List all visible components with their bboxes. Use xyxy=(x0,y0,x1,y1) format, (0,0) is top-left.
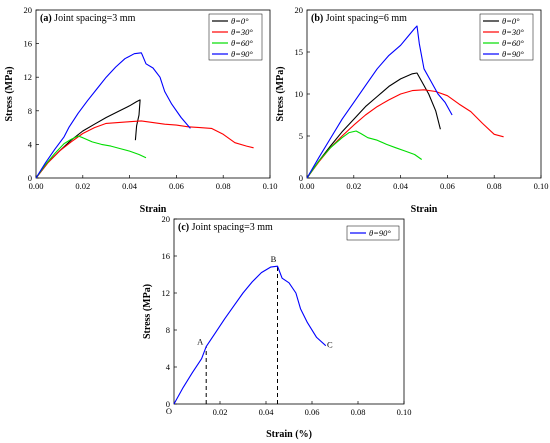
y-axis-label: Stress (MPa) xyxy=(142,284,153,339)
series-line-3 xyxy=(35,52,191,179)
y-tick-label: 20 xyxy=(295,5,304,15)
y-axis-label: Stress (MPa) xyxy=(4,66,15,121)
x-tick-label: 0.04 xyxy=(393,181,409,191)
x-tick-label: 0.08 xyxy=(351,407,366,417)
x-tick-label: 0.08 xyxy=(216,181,231,191)
panel-title: (b) Joint spacing=6 mm xyxy=(311,13,407,24)
y-tick-label: 20 xyxy=(162,214,171,224)
y-tick-label: 20 xyxy=(24,5,33,15)
x-tick-label: 0.02 xyxy=(75,181,90,191)
panel-title-text: Joint spacing=3 mm xyxy=(52,13,136,24)
x-tick-label: 0.10 xyxy=(263,181,278,191)
y-tick-label: 0 xyxy=(166,399,170,409)
y-tick-label: 8 xyxy=(28,106,32,116)
panel-title-text: Joint spacing=6 mm xyxy=(323,13,407,24)
series-line-1 xyxy=(306,89,504,179)
legend-entry: θ=0° xyxy=(231,16,249,26)
x-tick-label: 0.10 xyxy=(534,181,549,191)
x-tick-label: 0.08 xyxy=(487,181,502,191)
panel-label: (a) xyxy=(40,13,52,24)
legend-box xyxy=(208,13,263,61)
y-tick-label: 4 xyxy=(28,139,33,149)
series-line-0 xyxy=(35,99,141,179)
series-line-0 xyxy=(173,265,327,405)
x-tick-label: 0.06 xyxy=(305,407,320,417)
legend-entry: θ=90° xyxy=(369,228,391,238)
x-axis-label: Strain (%) xyxy=(266,429,312,440)
y-tick-label: 0 xyxy=(28,173,32,183)
x-tick-label: 0.10 xyxy=(397,407,412,417)
legend-entry: θ=90° xyxy=(231,49,253,59)
y-tick-label: 5 xyxy=(299,131,303,141)
x-tick-label: 0.04 xyxy=(259,407,275,417)
y-tick-label: 4 xyxy=(166,362,171,372)
y-tick-label: 16 xyxy=(24,39,33,49)
series-line-3 xyxy=(306,25,453,179)
legend-box xyxy=(479,13,534,61)
y-tick-label: 10 xyxy=(295,89,304,99)
x-tick-label: 0.00 xyxy=(29,181,44,191)
y-tick-label: 0 xyxy=(299,173,303,183)
x-tick-label: 0.02 xyxy=(213,407,228,417)
series-line-0 xyxy=(306,72,441,179)
legend-entry: θ=90° xyxy=(502,49,524,59)
panel-title: (a) Joint spacing=3 mm xyxy=(40,13,136,24)
legend-box xyxy=(346,225,400,241)
plot-frame xyxy=(173,218,405,405)
x-tick-label: 0.06 xyxy=(440,181,455,191)
y-tick-label: 12 xyxy=(24,72,33,82)
annotation-label: C xyxy=(327,340,333,350)
chart-b: 0.00 0.02 0.04 0.06 0.08 0.10 0 5 10 15 20 Strain St… xyxy=(275,5,548,215)
chart-c: 0.02 0.04 0.06 0.08 0.10 0 4 8 12 16 20 Strain (%) S… xyxy=(142,214,411,440)
legend-entry: θ=60° xyxy=(502,38,524,48)
legend-entry: θ=30° xyxy=(502,27,524,37)
plot-frame xyxy=(35,9,271,179)
x-tick-label: 0.06 xyxy=(169,181,184,191)
y-axis-label: Stress (MPa) xyxy=(275,66,286,121)
series-line-2 xyxy=(306,130,423,179)
series-line-1 xyxy=(35,120,254,179)
x-tick-label: 0.00 xyxy=(300,181,315,191)
x-axis-label: Strain xyxy=(140,204,167,215)
chart-a: 0.00 0.02 0.04 0.06 0.08 0.10 0 4 8 12 16 20 Strain S… xyxy=(4,5,277,215)
panel-label: (b) xyxy=(311,13,323,24)
y-tick-label: 8 xyxy=(166,325,170,335)
legend-entry: θ=30° xyxy=(231,27,253,37)
y-tick-label: 15 xyxy=(295,47,304,57)
x-tick-label: 0.02 xyxy=(346,181,361,191)
panel-title-text: Joint spacing=3 mm xyxy=(189,222,273,233)
annotation-label: O xyxy=(166,406,172,416)
annotation-label: B xyxy=(271,254,277,264)
legend-entry: θ=60° xyxy=(231,38,253,48)
x-axis-label: Strain xyxy=(411,204,438,215)
panel-title: (c) Joint spacing=3 mm xyxy=(178,222,273,233)
series-line-2 xyxy=(35,135,147,179)
legend-entry: θ=0° xyxy=(502,16,520,26)
annotation-label: A xyxy=(197,337,204,347)
y-tick-label: 12 xyxy=(162,288,171,298)
x-tick-label: 0.04 xyxy=(122,181,138,191)
panel-label: (c) xyxy=(178,222,189,233)
y-tick-label: 16 xyxy=(162,251,171,261)
